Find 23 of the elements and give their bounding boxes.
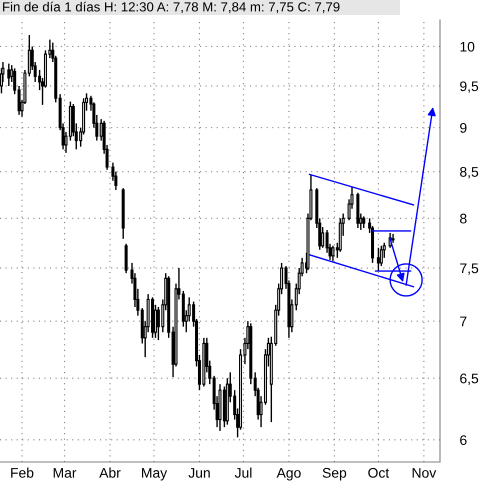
y-tick-label: 7,5 <box>460 264 478 275</box>
x-tick-label: Abr <box>99 468 121 478</box>
x-tick-label: Mar <box>54 468 76 478</box>
candlestick <box>376 247 380 272</box>
y-tick-label: 9,5 <box>460 81 478 93</box>
y-tick-label: 9 <box>460 122 467 133</box>
x-tick-label: Ago <box>276 468 301 481</box>
y-tick-label: 8 <box>460 214 467 224</box>
y-tick-label: 6 <box>460 435 467 446</box>
x-tick-label: Jul <box>234 468 252 478</box>
y-tick-label: 10 <box>460 42 474 52</box>
y-tick-label: 8,5 <box>460 166 478 178</box>
x-tick-label: Sep <box>322 468 346 481</box>
x-tick-label: Oct <box>368 468 390 478</box>
x-tick-label: Nov <box>412 468 436 478</box>
x-tick-label: Jun <box>188 468 210 478</box>
x-tick-label: Feb <box>11 468 34 478</box>
y-tick-label: 7 <box>460 316 466 326</box>
candlestick <box>362 216 366 229</box>
candlestick <box>380 245 383 267</box>
x-tick-label: May <box>142 468 168 481</box>
chart-title: Fin de día 1 días H: 12:30 A: 7,78 M: 7,84 m: 7,75 C: 7,79 <box>3 2 340 14</box>
y-tick-label: 6,5 <box>460 374 478 386</box>
